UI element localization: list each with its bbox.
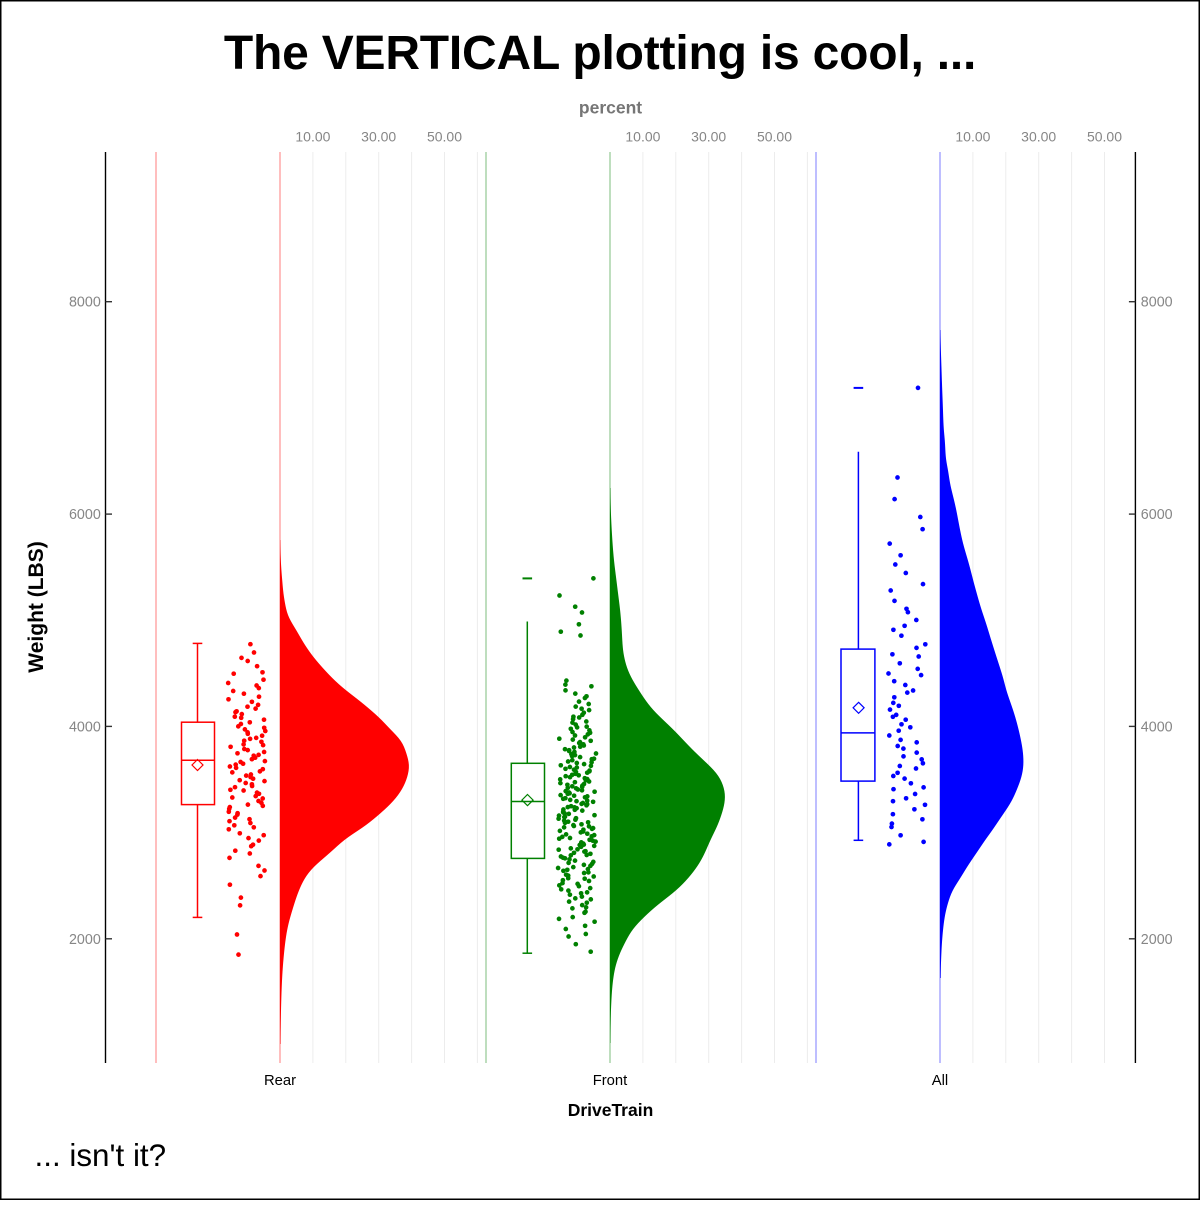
svg-text:Weight (LBS): Weight (LBS) [25,541,48,672]
svg-text:... isn't it?: ... isn't it? [35,1138,167,1173]
svg-text:6000: 6000 [1141,507,1173,523]
svg-text:10.00: 10.00 [955,128,990,144]
svg-text:50.00: 50.00 [427,128,462,144]
svg-text:6000: 6000 [69,507,101,523]
svg-text:30.00: 30.00 [361,128,396,144]
svg-text:4000: 4000 [69,719,101,735]
svg-text:8000: 8000 [69,295,101,311]
svg-text:30.00: 30.00 [691,128,726,144]
svg-text:percent: percent [579,98,642,118]
svg-text:DriveTrain: DriveTrain [568,1100,654,1120]
svg-text:50.00: 50.00 [1087,128,1122,144]
svg-text:All: All [932,1073,948,1089]
svg-text:2000: 2000 [69,932,101,948]
svg-text:Front: Front [593,1073,628,1089]
svg-text:8000: 8000 [1141,295,1173,311]
svg-text:2000: 2000 [1141,932,1173,948]
svg-text:Rear: Rear [264,1073,296,1089]
svg-text:10.00: 10.00 [625,128,660,144]
svg-text:10.00: 10.00 [295,128,330,144]
svg-text:30.00: 30.00 [1021,128,1056,144]
svg-text:50.00: 50.00 [757,128,792,144]
svg-text:4000: 4000 [1141,719,1173,735]
svg-text:The VERTICAL plotting is cool,: The VERTICAL plotting is cool, ... [224,27,976,80]
